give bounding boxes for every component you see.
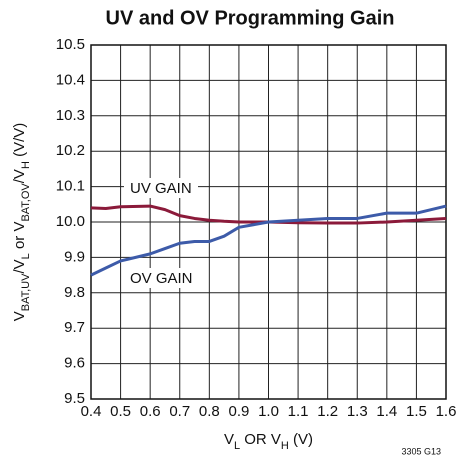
x-tick-label: 1.4 [376, 403, 397, 420]
y-axis-label-part: or V [11, 222, 28, 254]
x-tick-label: 1.0 [258, 403, 279, 420]
x-axis-label-part: (V) [289, 431, 313, 448]
x-tick-label: 0.4 [81, 403, 102, 420]
x-tick-label: 0.5 [110, 403, 131, 420]
figure-code: 3305 G13 [401, 446, 441, 456]
y-axis-label-part: V [11, 311, 28, 321]
annotation-bg [124, 178, 198, 198]
data-line [90, 204, 447, 225]
annotation: UV GAIN [130, 180, 192, 197]
y-tick-label: 9.5 [64, 390, 85, 407]
x-axis-label-part: OR V [240, 431, 281, 448]
y-axis-label-part: BAT,OV [20, 183, 32, 222]
y-tick-label: 9.8 [64, 284, 85, 301]
y-axis-label-part: H [20, 161, 32, 169]
y-axis-label-part: L [20, 253, 32, 259]
x-tick-label: 1.1 [288, 403, 309, 420]
y-axis-label-part: BAT,UV [20, 273, 32, 311]
y-axis-label-part: /V [11, 259, 28, 273]
y-tick-label: 10.3 [56, 107, 85, 124]
x-tick-label: 1.5 [406, 403, 427, 420]
y-tick-label: 10.2 [56, 142, 85, 159]
data-line [90, 204, 447, 277]
y-axis-label-part: (V/V) [11, 123, 28, 161]
y-axis-label: VBAT,UV/VL or VBAT,OV/VH (V/V) [11, 123, 32, 322]
y-tick-label: 10.4 [56, 71, 85, 88]
x-axis-label-part: V [224, 431, 234, 448]
y-tick-label: 9.7 [64, 319, 85, 336]
x-axis-label-part: L [234, 440, 240, 452]
annotation: OV GAIN [130, 270, 193, 287]
y-axis-label-part: /V [11, 169, 28, 183]
y-tick-label: 10.0 [56, 213, 85, 230]
x-tick-label: 1.2 [317, 403, 338, 420]
x-tick-label: 0.7 [169, 403, 190, 420]
y-tick-label: 10.1 [56, 178, 85, 195]
chart-title: UV and OV Programming Gain [106, 7, 395, 29]
x-tick-label: 1.6 [436, 403, 457, 420]
x-tick-label: 1.3 [347, 403, 368, 420]
y-tick-label: 9.9 [64, 248, 85, 265]
x-axis-label-part: H [281, 440, 289, 452]
y-tick-label: 10.5 [56, 36, 85, 53]
y-tick-label: 9.6 [64, 355, 85, 372]
plot-frame [90, 44, 447, 400]
x-axis-label: VL OR VH (V) [224, 431, 313, 452]
x-tick-label: 0.8 [199, 403, 220, 420]
annotation-bg [124, 268, 198, 288]
x-tick-label: 0.9 [228, 403, 249, 420]
x-tick-label: 0.6 [140, 403, 161, 420]
